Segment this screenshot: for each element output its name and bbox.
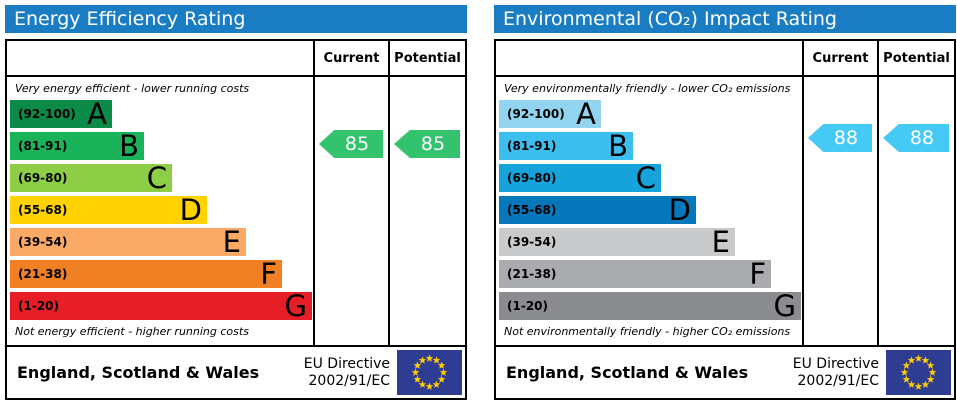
top-note: Very energy efficient - lower running co… (15, 82, 250, 95)
band-g-bar: (1-20) G (499, 289, 801, 323)
band-g-row: (1-20) G (10, 289, 313, 323)
current-rating-cell: 85 (313, 77, 388, 345)
band-d-bar: (55-68) D (499, 193, 696, 227)
potential-rating-arrow: 85 (394, 130, 460, 158)
environmental-impact-panel: Environmental (CO₂) Impact Rating Curren… (494, 5, 956, 404)
eu-directive-line2: 2002/91/EC (797, 372, 880, 389)
current-rating-arrow: 85 (319, 130, 383, 158)
band-a-bar: (92-100) A (499, 97, 601, 131)
band-c-bar: (69-80) C (499, 161, 661, 195)
potential-rating-cell: 85 (388, 77, 465, 345)
band-g-row: (1-20) G (499, 289, 802, 323)
band-b-row: (81-91) B (499, 129, 802, 163)
band-letter: D (179, 193, 202, 227)
region-label: England, Scotland & Wales (506, 363, 749, 382)
band-range: (21-38) (18, 267, 68, 281)
eu-directive-label: EU Directive 2002/91/EC (793, 356, 879, 390)
band-range: (1-20) (18, 299, 59, 313)
rating-scale: Very environmentally friendly - lower CO… (496, 77, 802, 345)
band-range: (81-91) (507, 139, 557, 153)
header-spacer-cell (496, 41, 802, 75)
band-letter: B (608, 129, 628, 163)
band-range: (69-80) (18, 171, 68, 185)
band-letter: B (119, 129, 139, 163)
band-e-bar: (39-54) E (10, 225, 246, 259)
band-e-bar: (39-54) E (499, 225, 735, 259)
current-column-header: Current (313, 41, 388, 75)
band-letter: A (576, 97, 596, 131)
potential-rating-arrow: 88 (883, 124, 949, 152)
band-c-bar: (69-80) C (10, 161, 172, 195)
band-d-row: (55-68) D (10, 193, 313, 227)
band-a-row: (92-100) A (10, 97, 313, 131)
band-b-bar: (81-91) B (499, 129, 633, 163)
top-note: Very environmentally friendly - lower CO… (504, 82, 791, 95)
band-g-bar: (1-20) G (10, 289, 312, 323)
band-f-row: (21-38) F (499, 257, 802, 291)
band-letter: F (749, 257, 766, 291)
band-b-bar: (81-91) B (10, 129, 144, 163)
bottom-note: Not energy efficient - higher running co… (15, 325, 249, 338)
band-range: (1-20) (507, 299, 548, 313)
rating-scale-row: Very energy efficient - lower running co… (7, 77, 465, 347)
band-range: (21-38) (507, 267, 557, 281)
band-range: (55-68) (18, 203, 68, 217)
region-label: England, Scotland & Wales (17, 363, 260, 382)
band-letter: C (146, 161, 167, 195)
current-rating-arrow: 88 (808, 124, 872, 152)
band-letter: G (284, 289, 307, 323)
table-header-row: Current Potential (496, 41, 954, 77)
environmental-rating-table: Current Potential Very environmentally f… (494, 39, 956, 400)
rating-scale: Very energy efficient - lower running co… (7, 77, 313, 345)
band-f-row: (21-38) F (10, 257, 313, 291)
eu-directive-line2: 2002/91/EC (308, 372, 391, 389)
band-range: (39-54) (18, 235, 68, 249)
band-letter: E (222, 225, 241, 259)
current-rating-cell: 88 (802, 77, 877, 345)
energy-rating-table: Current Potential Very energy efficient … (5, 39, 467, 400)
eu-flag-icon (397, 350, 462, 395)
band-c-row: (69-80) C (10, 161, 313, 195)
band-d-row: (55-68) D (499, 193, 802, 227)
table-footer-row: England, Scotland & Wales EU Directive 2… (7, 347, 465, 398)
eu-directive-line1: EU Directive (792, 355, 879, 372)
current-column-header: Current (802, 41, 877, 75)
band-letter: G (773, 289, 796, 323)
bottom-note: Not environmentally friendly - higher CO… (504, 325, 791, 338)
band-letter: E (711, 225, 730, 259)
energy-panel-title: Energy Efficiency Rating (5, 5, 467, 33)
band-d-bar: (55-68) D (10, 193, 207, 227)
band-range: (69-80) (507, 171, 557, 185)
band-letter: F (260, 257, 277, 291)
environmental-panel-title: Environmental (CO₂) Impact Rating (494, 5, 956, 33)
band-f-bar: (21-38) F (10, 257, 282, 291)
band-a-bar: (92-100) A (10, 97, 112, 131)
band-letter: C (635, 161, 656, 195)
rating-scale-row: Very environmentally friendly - lower CO… (496, 77, 954, 347)
band-range: (39-54) (507, 235, 557, 249)
table-footer-row: England, Scotland & Wales EU Directive 2… (496, 347, 954, 398)
band-range: (55-68) (507, 203, 557, 217)
eu-directive-line1: EU Directive (303, 355, 390, 372)
energy-efficiency-panel: Energy Efficiency Rating Current Potenti… (5, 5, 467, 404)
band-letter: A (87, 97, 107, 131)
potential-column-header: Potential (388, 41, 465, 75)
band-c-row: (69-80) C (499, 161, 802, 195)
band-letter: D (668, 193, 691, 227)
potential-column-header: Potential (877, 41, 954, 75)
band-f-bar: (21-38) F (499, 257, 771, 291)
eu-directive-label: EU Directive 2002/91/EC (304, 356, 390, 390)
header-spacer-cell (7, 41, 313, 75)
band-e-row: (39-54) E (10, 225, 313, 259)
band-range: (81-91) (18, 139, 68, 153)
eu-flag-icon (886, 350, 951, 395)
table-header-row: Current Potential (7, 41, 465, 77)
band-e-row: (39-54) E (499, 225, 802, 259)
band-a-row: (92-100) A (499, 97, 802, 131)
band-range: (92-100) (18, 107, 76, 121)
band-b-row: (81-91) B (10, 129, 313, 163)
band-range: (92-100) (507, 107, 565, 121)
potential-rating-cell: 88 (877, 77, 954, 345)
